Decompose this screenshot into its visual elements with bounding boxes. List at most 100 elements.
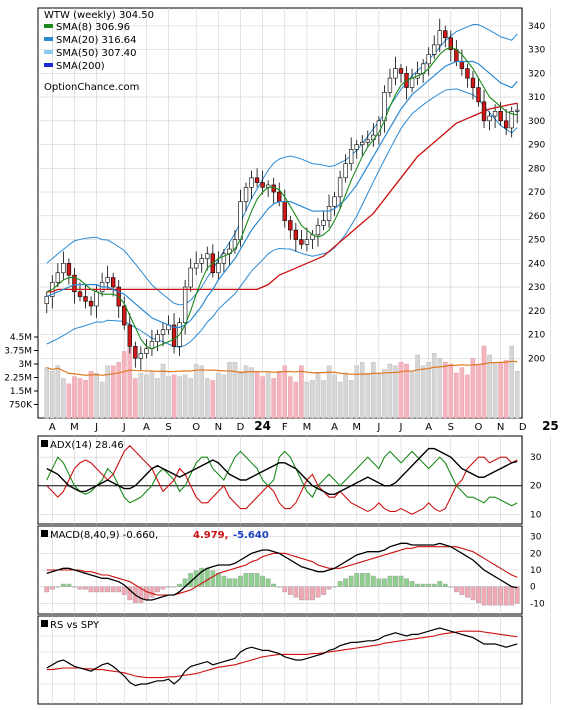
- candle-body: [182, 286, 188, 323]
- macd-histogram-bar: [359, 573, 365, 587]
- candle-body: [194, 262, 199, 269]
- volume-bar: [193, 363, 199, 419]
- volume-bar: [465, 374, 470, 419]
- volume-bar: [492, 362, 498, 419]
- candle-body: [315, 225, 321, 236]
- volume-bar: [287, 376, 293, 419]
- candle-body: [243, 187, 249, 202]
- macd-histogram-bar: [232, 578, 238, 587]
- legend-label: SMA(20) 316.64: [56, 35, 137, 46]
- volume-bar: [144, 374, 149, 419]
- macd-tick-label: 0: [530, 583, 536, 593]
- volume-bar: [260, 376, 265, 419]
- macd-swatch: [41, 530, 48, 537]
- volume-bar: [254, 371, 260, 419]
- candle-body: [360, 141, 365, 145]
- volume-bar: [481, 345, 487, 419]
- candle-body: [448, 37, 453, 50]
- candle-body: [337, 177, 343, 198]
- macd-value-label: 4.979,: [193, 530, 228, 541]
- macd-histogram-bar: [83, 586, 88, 590]
- price-tick-label: 250: [528, 236, 545, 246]
- macd-tick-label: 10: [530, 566, 542, 576]
- volume-bar: [182, 374, 188, 419]
- macd-histogram-bar: [88, 586, 94, 593]
- x-tick-label: D: [519, 422, 527, 433]
- candle-body: [332, 196, 337, 207]
- volume-bar: [398, 362, 404, 419]
- volume-bar: [354, 365, 360, 419]
- macd-histogram-bar: [287, 586, 293, 595]
- adx-minus-di-line: [46, 444, 518, 515]
- volume-bar: [371, 362, 376, 419]
- volume-bar: [55, 365, 61, 419]
- ticker-label: WTW (weekly) 304.50: [44, 10, 154, 21]
- macd-histogram-bar: [77, 586, 83, 590]
- macd-histogram-bar: [398, 575, 404, 587]
- macd-histogram-bar: [160, 586, 166, 590]
- volume-bar: [238, 371, 243, 419]
- volume-bar: [221, 374, 227, 419]
- candle-body: [354, 144, 359, 150]
- volume-bar: [204, 378, 210, 419]
- x-tick-label: A: [425, 422, 432, 433]
- volume-bar: [271, 378, 277, 419]
- price-tick-label: 230: [528, 283, 545, 293]
- macd-histogram-bar: [442, 583, 448, 587]
- volume-bar: [420, 365, 426, 419]
- candle-body: [349, 149, 354, 164]
- macd-tick-label: -10: [530, 599, 545, 609]
- macd-histogram-bar: [155, 586, 160, 593]
- macd-tick-label: 20: [530, 549, 542, 559]
- macd-histogram-bar: [282, 586, 288, 593]
- adx-swatch: [41, 440, 48, 447]
- rs-average-line: [46, 630, 518, 679]
- x-tick-label: J: [399, 422, 403, 433]
- volume-average-line: [46, 360, 518, 376]
- macd-histogram-bar: [343, 578, 349, 587]
- macd-histogram-bar: [459, 586, 465, 595]
- volume-bar: [348, 380, 354, 419]
- adx-tick-label: 20: [530, 482, 542, 492]
- macd-histogram-bar: [376, 578, 382, 587]
- macd-histogram-bar: [409, 581, 415, 587]
- rs-label: RS vs SPY: [50, 620, 100, 631]
- macd-histogram-bar: [121, 586, 127, 595]
- candle-body: [387, 77, 393, 93]
- volume-bar: [503, 360, 509, 419]
- sma8-line: [46, 46, 518, 350]
- price-tick-label: 300: [528, 117, 545, 127]
- macd-histogram-bar: [453, 586, 459, 593]
- candle-body: [492, 111, 498, 117]
- price-tick-label: 210: [528, 331, 545, 341]
- volume-bar: [94, 372, 99, 419]
- volume-bar: [66, 383, 72, 419]
- volume-bar: [276, 371, 282, 419]
- volume-bar: [304, 381, 310, 419]
- macd-histogram-bar: [227, 578, 232, 587]
- candle-body: [254, 177, 260, 183]
- volume-bar: [72, 376, 77, 419]
- legend-label: SMA(50) 307.40: [56, 48, 137, 59]
- candle-body: [398, 68, 404, 74]
- x-tick-label: J: [376, 422, 380, 433]
- x-tick-label: M: [303, 422, 312, 433]
- volume-bar: [321, 380, 326, 419]
- volume-bar: [343, 372, 348, 419]
- candle-body: [94, 291, 99, 307]
- candle-body: [127, 324, 132, 347]
- volume-bar: [171, 374, 177, 419]
- volume-bar: [448, 363, 454, 419]
- price-tick-label: 200: [528, 354, 545, 364]
- x-tick-label: A: [143, 422, 150, 433]
- macd-histogram-bar: [481, 586, 487, 606]
- macd-histogram-bar: [238, 575, 243, 587]
- price-tick-label: 330: [528, 46, 545, 56]
- candle-body: [304, 239, 310, 245]
- macd-histogram-bar: [72, 586, 77, 588]
- candle-body: [111, 277, 116, 288]
- macd-histogram-bar: [127, 586, 133, 601]
- rs-swatch: [41, 620, 48, 627]
- macd-histogram-bar: [177, 583, 182, 587]
- macd-histogram-bar: [204, 567, 210, 587]
